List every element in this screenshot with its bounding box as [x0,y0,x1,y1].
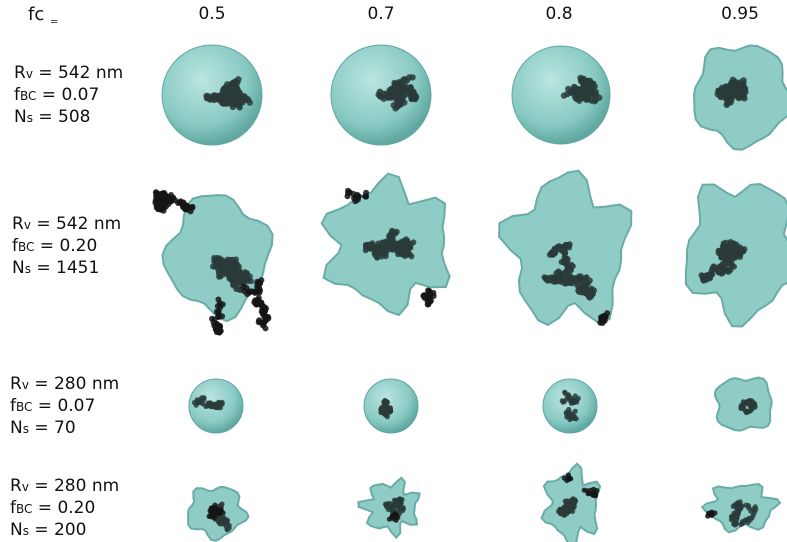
fbc-subscript: BC [18,240,35,254]
fbc-symbol: f [10,396,16,416]
particle-r4-c2 [357,476,421,540]
ns-symbol: N [10,520,23,540]
rv-value: = 542 nm [32,63,124,83]
particle-r4-c3 [540,462,602,542]
particle-r2-c2 [320,172,451,317]
rv-symbol: R [10,374,22,394]
particle-r2-c1 [152,189,274,336]
ns-subscript: s [22,422,29,436]
row-label-2: Rv = 542 nm fBC = 0.20 Ns = 1451 [12,214,121,280]
particle-r3-c4 [713,376,773,432]
fbc-symbol: f [14,85,20,105]
row-label-3: Rv = 280 nm fBC = 0.07 Ns = 70 [10,374,119,440]
particle-r1-c3 [511,45,611,145]
particle-r2-c3 [498,169,633,327]
fbc-value: = 0.07 [36,85,100,105]
particle-r3-c1 [188,378,244,434]
fc-header-label: fc = [28,4,58,28]
ns-subscript: s [22,524,29,538]
rv-value: = 280 nm [28,476,120,496]
fbc-symbol: f [12,236,18,256]
ns-value: = 200 [28,520,87,540]
particle-r4-c4 [700,483,782,534]
row-label-4: Rv = 280 nm fBC = 0.20 Ns = 200 [10,476,119,542]
particle-r1-c4 [692,44,787,151]
ns-symbol: N [12,258,25,278]
column-header-3: 0.8 [545,4,573,24]
ns-value: = 1451 [30,258,100,278]
fbc-value: = 0.20 [34,236,98,256]
rv-subscript: v [23,218,31,232]
ns-subscript: s [26,111,33,125]
rv-subscript: v [21,480,29,494]
fbc-subscript: BC [16,400,33,414]
rv-subscript: v [21,378,29,392]
fbc-subscript: BC [16,502,33,516]
ns-symbol: N [14,107,27,127]
particle-r4-c1 [186,485,250,542]
rv-symbol: R [14,63,26,83]
fbc-symbol: f [10,498,16,518]
rv-symbol: R [12,214,24,234]
particle-r3-c3 [542,378,598,434]
fbc-subscript: BC [20,89,37,103]
row-label-1: Rv = 542 nm fBC = 0.07 Ns = 508 [14,63,123,129]
rv-symbol: R [10,476,22,496]
ns-value: = 70 [28,418,76,438]
particle-r2-c4 [684,182,787,328]
coating-sphere [542,378,598,434]
ns-symbol: N [10,418,23,438]
fbc-value: = 0.07 [32,396,96,416]
rv-subscript: v [25,67,33,81]
column-header-4: 0.95 [721,4,759,24]
column-header-2: 0.7 [367,4,395,24]
fbc-value: = 0.20 [32,498,96,518]
particle-r1-c1 [161,44,263,146]
rv-value: = 280 nm [28,374,120,394]
ns-subscript: s [24,262,31,276]
ns-value: = 508 [32,107,91,127]
column-header-1: 0.5 [198,4,226,24]
particle-r1-c2 [330,44,432,146]
particle-r3-c2 [363,378,419,434]
fc-symbol: fc [28,4,45,25]
fc-equals: = [49,16,59,28]
rv-value: = 542 nm [30,214,122,234]
